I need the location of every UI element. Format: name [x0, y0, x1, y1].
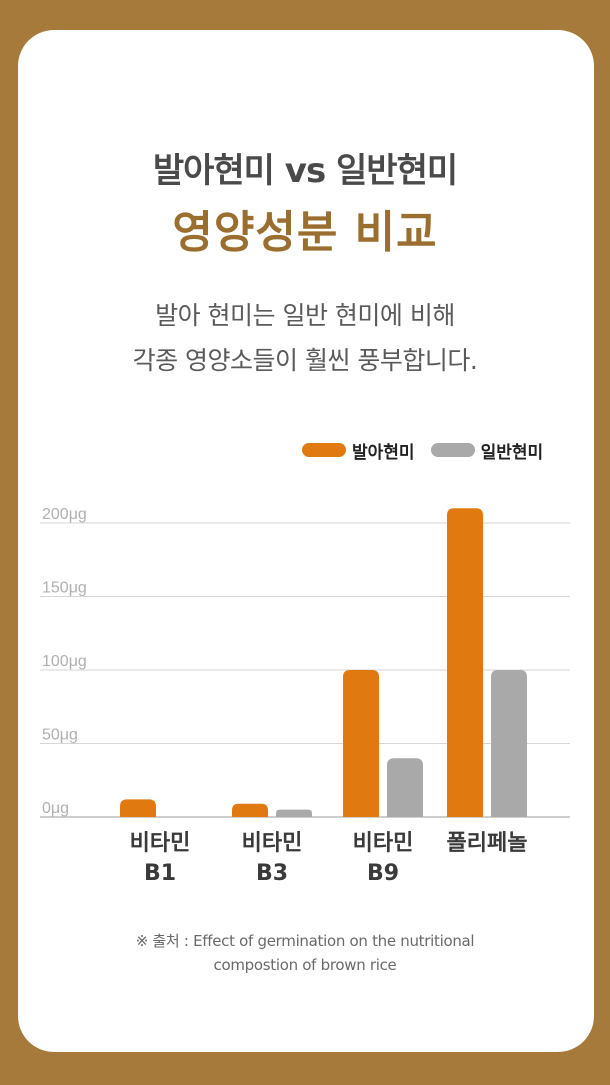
legend-swatch-regular	[430, 443, 475, 457]
y-tick-label: 150μg	[42, 580, 87, 597]
bar-regular	[491, 670, 527, 817]
y-tick-label: 100μg	[42, 653, 87, 670]
content-card	[18, 30, 594, 1052]
x-tick-label: 비타민	[242, 831, 303, 856]
legend-label-regular: 일반현미	[480, 442, 544, 463]
nutrient-bar-chart: 0μg 50μg 100μg 150μg 200μg 비타민 B1 비타민 B3 비타민 B9 폴리페…	[40, 506, 570, 886]
source-line-2: compostion of brown rice	[213, 956, 397, 974]
legend-item-regular: 일반현미	[430, 438, 544, 463]
bar-germinated	[447, 508, 483, 817]
legend-item-germinated: 발아현미	[302, 438, 415, 463]
x-tick-label: 비타민	[130, 831, 191, 856]
chart-legend: 발아현미 일반현미	[302, 437, 559, 463]
bar-germinated	[343, 670, 379, 817]
title-line-1: 발아현미 vs 일반현미	[152, 151, 458, 191]
bar-germinated	[120, 799, 156, 817]
y-tick-label: 50μg	[42, 727, 78, 744]
subtitle-line-2: 각종 영양소들이 훨씬 풍부합니다.	[132, 346, 478, 375]
bar-regular	[276, 809, 312, 817]
x-tick-label: B9	[367, 861, 399, 886]
y-tick-label: 200μg	[42, 506, 87, 523]
y-tick-label: 0μg	[42, 800, 69, 817]
x-tick-label: B3	[256, 861, 288, 886]
source-line-1: ※ 출처 : Effect of germination on the nutr…	[135, 932, 475, 950]
x-tick-label: 폴리페놀	[447, 831, 528, 856]
legend-label-germinated: 발아현미	[352, 442, 415, 463]
title-line-2: 영양성분 비교	[172, 207, 438, 258]
bar-regular	[387, 758, 423, 817]
bar-germinated	[232, 803, 268, 817]
x-tick-label: B1	[144, 861, 176, 886]
x-tick-label: 비타민	[353, 831, 414, 856]
subtitle-line-1: 발아 현미는 일반 현미에 비해	[155, 301, 455, 330]
legend-swatch-germinated	[302, 443, 346, 457]
